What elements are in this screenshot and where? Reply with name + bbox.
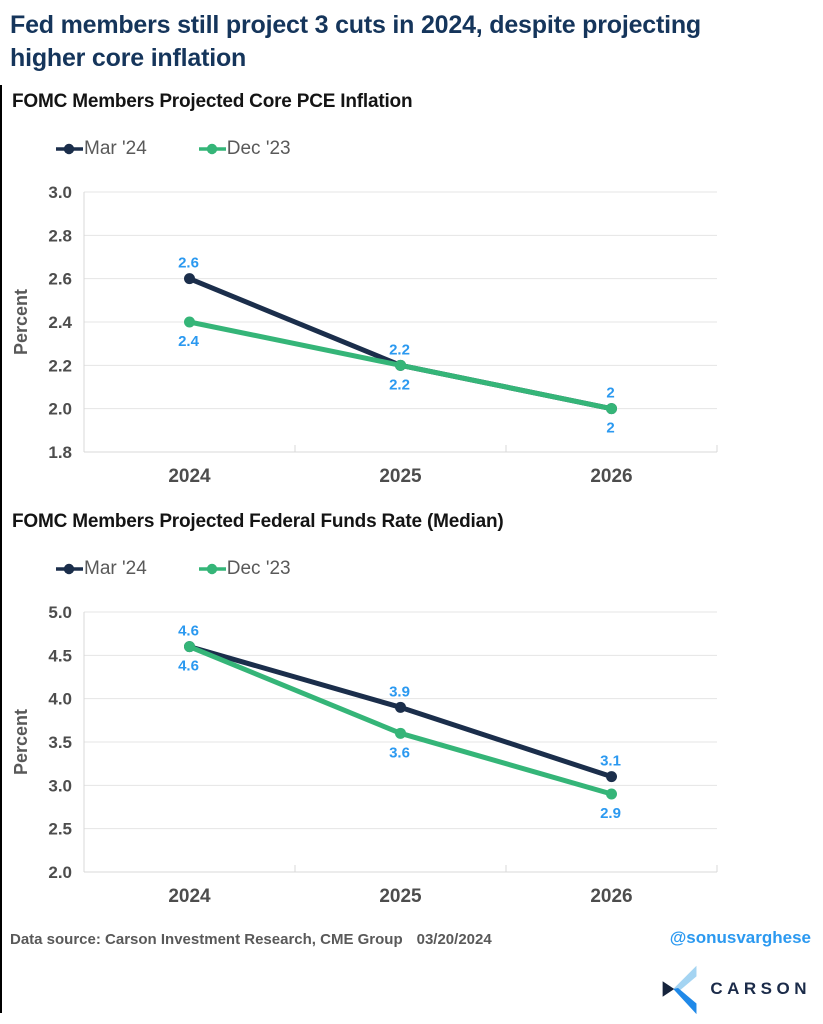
- y-tick-label: 2.2: [48, 356, 72, 375]
- data-point-marker: [395, 727, 406, 739]
- y-axis-title: Percent: [11, 289, 31, 355]
- data-point-marker: [606, 771, 617, 783]
- line-chart-fed-funds: 5.0 4.5 4.0 3.5 3.0 2.5 2.0 Percent 2024 2025 2026…: [11, 603, 718, 907]
- legend-label: Mar '24: [84, 138, 147, 159]
- legend-marker-icon: [56, 143, 83, 155]
- y-tick-label: 3.0: [48, 183, 72, 202]
- legend-marker-icon: [56, 563, 83, 575]
- legend-item: Mar '24: [56, 138, 147, 160]
- x-tick-label: 2024: [168, 466, 211, 487]
- data-label: 2.4: [178, 333, 200, 350]
- legend-label: Mar '24: [84, 558, 147, 579]
- data-label: 2.9: [600, 805, 621, 822]
- legend-label: Dec '23: [226, 558, 291, 579]
- legend-marker-icon: [198, 563, 226, 575]
- y-tick-label: 1.8: [48, 443, 72, 462]
- legend-item: Dec '23: [198, 138, 291, 160]
- legend-item: Mar '24: [56, 558, 147, 580]
- data-point-marker: [395, 701, 406, 713]
- twitter-handle: @sonusvarghese: [669, 928, 811, 947]
- y-tick-label: 3.0: [48, 776, 72, 795]
- data-point-marker: [606, 403, 617, 415]
- chart-legend-fed-funds: Mar '24 Dec '23: [56, 558, 823, 580]
- date-text: 03/20/2024: [416, 931, 492, 948]
- chart-title-fed-funds: FOMC Members Projected Federal Funds Rat…: [12, 511, 504, 532]
- data-source-text: Data source: Carson Investment Research,…: [10, 931, 403, 948]
- y-tick-label: 5.0: [48, 603, 72, 622]
- x-tick-label: 2026: [590, 886, 632, 907]
- carson-logo-icon: [662, 965, 697, 1015]
- y-tick-label: 4.0: [48, 690, 72, 709]
- data-source: Data source: Carson Investment Research,…: [10, 928, 492, 948]
- y-tick-label: 3.5: [48, 733, 72, 752]
- y-tick-label: 4.5: [48, 646, 72, 665]
- data-label: 3.1: [600, 753, 621, 770]
- legend-item: Dec '23: [198, 558, 291, 580]
- footer-brand-block: @sonusvarghese CARSON: [661, 928, 811, 1018]
- x-tick-label: 2024: [168, 886, 211, 907]
- x-tick-label: 2026: [590, 466, 632, 487]
- y-tick-label: 2.4: [48, 313, 72, 332]
- y-tick-label: 2.8: [48, 226, 72, 245]
- data-label: 3.6: [389, 744, 410, 761]
- legend-label: Dec '23: [226, 138, 291, 159]
- y-tick-label: 2.6: [48, 270, 72, 289]
- page-title: Fed members still project 3 cuts in 2024…: [10, 11, 701, 72]
- data-label: 2.2: [389, 376, 410, 393]
- x-tick-label: 2025: [379, 466, 422, 487]
- data-label: 4.6: [178, 623, 199, 640]
- data-label: 3.9: [389, 683, 410, 700]
- y-tick-label: 2.0: [48, 863, 72, 882]
- y-tick-label: 2.0: [48, 400, 72, 419]
- data-point-marker: [184, 316, 195, 328]
- series-line: [187, 644, 614, 797]
- line-chart-core-pce: 3.0 2.8 2.6 2.4 2.2 2.0 1.8 Percent 2024 2025 2026…: [11, 183, 718, 487]
- data-point-marker: [184, 641, 195, 653]
- y-axis-title: Percent: [11, 709, 31, 775]
- data-label: 2: [606, 420, 614, 437]
- carson-logo: CARSON: [661, 960, 811, 1018]
- data-point-marker: [606, 788, 617, 800]
- legend-marker-icon: [198, 143, 226, 155]
- chart-title-core-pce: FOMC Members Projected Core PCE Inflatio…: [12, 91, 413, 112]
- data-label: 2: [606, 385, 614, 402]
- data-label: 2.6: [178, 255, 199, 272]
- data-label: 4.6: [178, 658, 199, 675]
- x-tick-label: 2025: [379, 886, 422, 907]
- footer: Data source: Carson Investment Research,…: [10, 928, 811, 1018]
- carson-wordmark: CARSON: [710, 979, 811, 998]
- data-point-marker: [184, 273, 195, 285]
- y-tick-label: 2.5: [48, 820, 72, 839]
- data-label: 2.2: [389, 341, 410, 358]
- chart-legend-core-pce: Mar '24 Dec '23: [56, 138, 823, 160]
- left-border-rule: [0, 85, 2, 1013]
- data-point-marker: [395, 359, 406, 371]
